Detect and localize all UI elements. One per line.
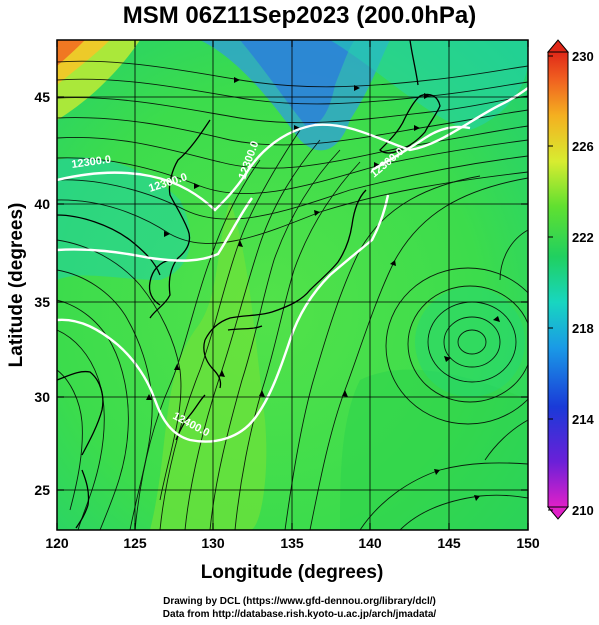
x-tick-label: 150 bbox=[516, 535, 540, 551]
colorbar-min-arrow bbox=[546, 506, 570, 520]
y-axis-title: Latitude (degrees) bbox=[6, 203, 27, 368]
colorbar-tick-label: 214 bbox=[572, 412, 594, 427]
x-tick-label: 130 bbox=[201, 535, 225, 551]
x-tick-label: 135 bbox=[280, 535, 304, 551]
contour-label: 12300.0 bbox=[71, 154, 112, 171]
graticule bbox=[57, 40, 528, 530]
credit-data-source: Data from http://database.rish.kyoto-u.a… bbox=[162, 609, 437, 620]
x-axis-title: Longitude (degrees) bbox=[201, 562, 384, 583]
colorbar-tick-label: 230 bbox=[572, 49, 594, 64]
credit-drawing: Drawing by DCL (https://www.gfd-dennou.o… bbox=[163, 596, 436, 607]
y-tick-marks bbox=[57, 96, 528, 491]
colorbar-max-arrow bbox=[546, 39, 570, 53]
y-tick-label: 40 bbox=[34, 196, 50, 212]
x-tick-label: 140 bbox=[358, 535, 382, 551]
x-tick-label: 125 bbox=[123, 535, 147, 551]
x-tick-label: 120 bbox=[45, 535, 69, 551]
map-title: MSM 06Z11Sep2023 (200.0hPa) bbox=[122, 2, 477, 29]
y-tick-labels: 25 30 35 40 45 bbox=[34, 89, 50, 498]
x-tick-label: 145 bbox=[437, 535, 461, 551]
x-tick-labels: 120 125 130 135 140 145 150 bbox=[45, 535, 540, 551]
y-tick-label: 25 bbox=[34, 482, 50, 498]
colorbar-tick-label: 222 bbox=[572, 230, 594, 245]
colorbar-tick-label: 210 bbox=[572, 503, 594, 518]
colorbar-tick-label: 218 bbox=[572, 321, 594, 336]
y-tick-label: 30 bbox=[34, 389, 50, 405]
colorbar-tick-label: 226 bbox=[572, 139, 594, 154]
height-contours bbox=[57, 87, 528, 443]
x-tick-marks bbox=[56, 40, 529, 530]
temperature-field: 12300.0 12300.0 12300.0 12300.0 12400.0 bbox=[57, 40, 528, 530]
y-tick-label: 45 bbox=[34, 89, 50, 105]
y-tick-label: 35 bbox=[34, 294, 50, 310]
colorbar: 230 226 222 218 214 210 bbox=[546, 39, 594, 520]
coastlines bbox=[57, 40, 441, 529]
